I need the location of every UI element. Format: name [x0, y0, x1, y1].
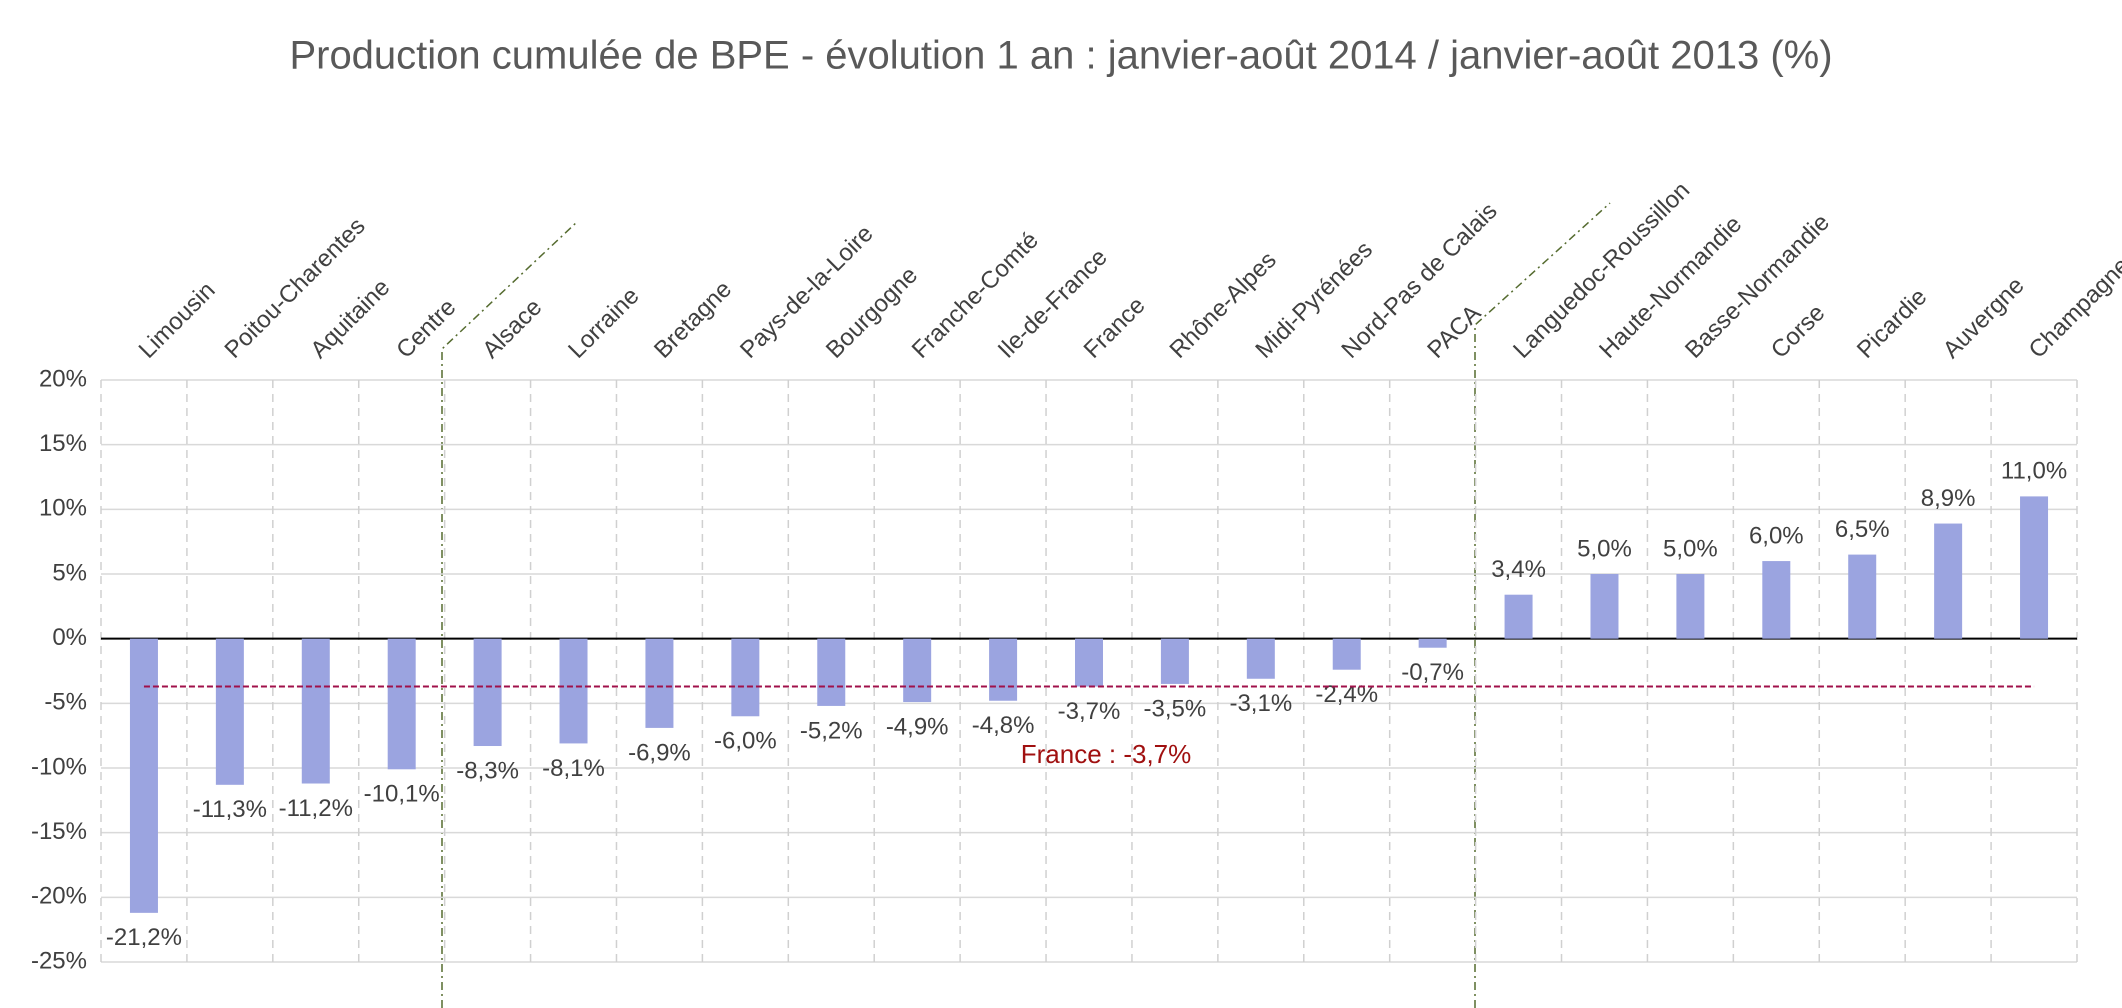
data-label: -11,3%: [193, 796, 267, 823]
data-label: -6,0%: [714, 728, 777, 755]
bar: [1934, 523, 1963, 639]
data-label: -3,5%: [1144, 695, 1207, 722]
x-tick-label: Bretagne: [649, 276, 737, 364]
y-tick-label: 15%: [39, 430, 87, 457]
bar: [1160, 638, 1189, 684]
bar: [473, 638, 502, 747]
data-label: -8,3%: [456, 757, 519, 784]
data-label: -3,1%: [1229, 690, 1292, 717]
x-tick-label: Corse: [1766, 299, 1830, 363]
y-tick-label: 20%: [39, 365, 87, 392]
data-label: 8,9%: [1921, 485, 1976, 512]
x-tick-label: Picardie: [1852, 283, 1932, 363]
y-tick-label: -15%: [31, 818, 87, 845]
data-label: 5,0%: [1577, 535, 1632, 562]
x-tick-label: Nord-Pas de Calais: [1336, 197, 1502, 363]
data-label: -8,1%: [542, 755, 605, 782]
x-tick-label: Alsace: [477, 294, 547, 364]
reference-label: France : -3,7%: [1021, 739, 1192, 769]
x-tick-label: Basse-Normandie: [1680, 209, 1835, 364]
data-label: -3,7%: [1058, 698, 1121, 725]
x-tick-label: Champagne-Ardenne: [2024, 182, 2122, 363]
bar: [1762, 561, 1791, 639]
bar: [301, 638, 330, 784]
data-label: 3,4%: [1491, 556, 1546, 583]
x-tick-label: France: [1079, 292, 1151, 364]
bar: [1504, 594, 1533, 639]
data-label: -5,2%: [800, 717, 863, 744]
bar: [1590, 574, 1619, 639]
bar: [1246, 638, 1275, 679]
separator: [441, 220, 579, 1008]
bar: [215, 638, 244, 785]
bar: [559, 638, 588, 744]
x-tick-label: Limousin: [134, 277, 221, 364]
bar: [1848, 554, 1877, 639]
x-tick-label: PACA: [1422, 300, 1486, 364]
data-label: -0,7%: [1401, 659, 1464, 686]
y-tick-label: -25%: [31, 947, 87, 974]
data-label: -4,9%: [886, 713, 949, 740]
y-tick-label: 5%: [52, 559, 87, 586]
separator: [1474, 202, 1611, 1008]
data-label: -21,2%: [106, 924, 182, 951]
x-tick-label: Auvergne: [1938, 272, 2030, 364]
x-tick-label: Centre: [391, 294, 461, 364]
data-label: -2,4%: [1315, 681, 1378, 708]
y-tick-label: -5%: [44, 689, 87, 716]
data-label: 6,0%: [1749, 522, 1804, 549]
data-label: -11,2%: [279, 795, 353, 822]
x-tick-label: Aquitaine: [305, 274, 395, 364]
bar: [1676, 574, 1705, 639]
data-label: 11,0%: [2001, 458, 2067, 485]
bar: [2020, 496, 2049, 639]
bar: [817, 638, 846, 706]
data-label: -4,8%: [972, 712, 1035, 739]
data-label: -6,9%: [628, 739, 691, 766]
data-label: -10,1%: [364, 781, 440, 808]
bar: [387, 638, 416, 770]
bar: [1075, 638, 1103, 687]
data-label: 5,0%: [1663, 535, 1718, 562]
bar: [989, 638, 1018, 701]
x-tick-label: Poitou-Charentes: [220, 213, 371, 364]
bar: [903, 638, 932, 703]
x-tick-label: Haute-Normandie: [1594, 211, 1747, 364]
y-tick-label: -20%: [31, 883, 87, 910]
data-label: 6,5%: [1835, 516, 1890, 543]
bar: [645, 638, 674, 728]
x-tick-label: Lorraine: [563, 282, 644, 363]
chart-title: Production cumulée de BPE - évolution 1 …: [289, 34, 1832, 78]
y-tick-label: -10%: [31, 753, 87, 780]
y-tick-label: 0%: [52, 624, 87, 651]
bar: [129, 638, 158, 913]
bar: [1418, 638, 1447, 648]
bar: [1332, 638, 1361, 670]
bar: [731, 638, 760, 717]
y-tick-label: 10%: [39, 495, 87, 522]
